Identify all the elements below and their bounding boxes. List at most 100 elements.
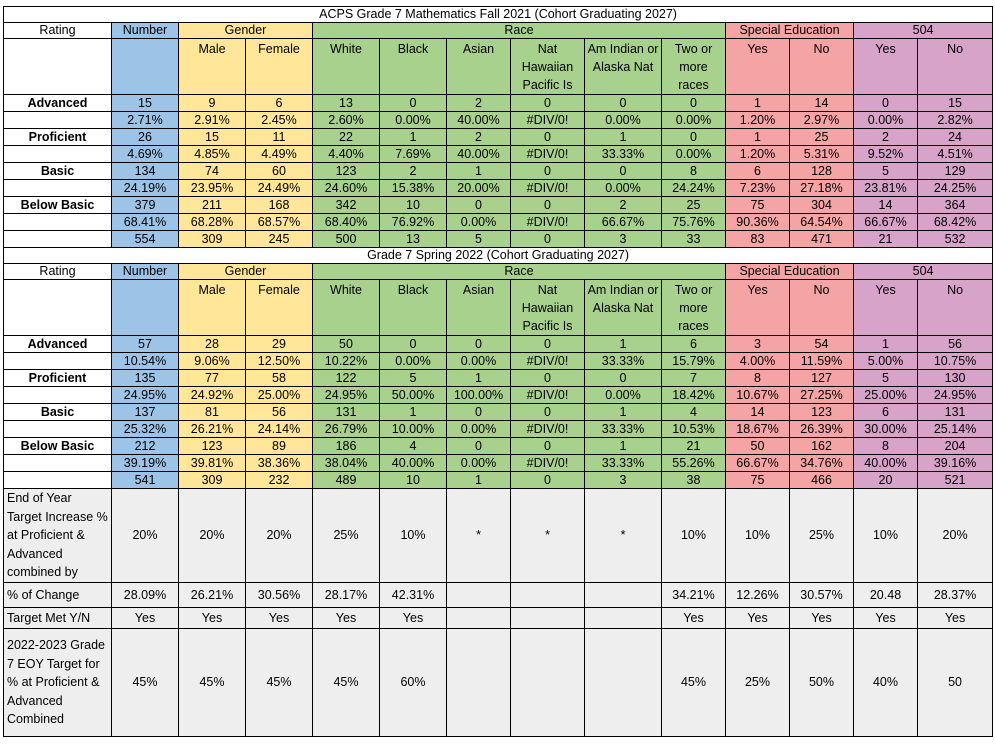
fall-cell-black: 0 — [379, 94, 447, 112]
spring-cell-male: 24.92% — [178, 386, 246, 404]
fall-cell-male: 2.91% — [178, 111, 246, 129]
summary-target_met-white: Yes — [312, 607, 380, 629]
fall-cell-sped-yes: 83 — [725, 230, 790, 248]
fall-col-header-two-or-more: Two or more races — [661, 38, 726, 95]
summary-next_target-s504-no: 50 — [916, 628, 994, 737]
spring-cell-nat-hawaiian: #DIV/0! — [510, 352, 585, 370]
spring-cell-black: 10 — [379, 471, 447, 489]
fall-cell-male: 4.85% — [178, 145, 246, 163]
spring-row-label — [3, 454, 112, 472]
spring-cell-two-or-more: 10.53% — [661, 420, 726, 438]
summary-target_met-sped-no: Yes — [789, 607, 854, 629]
fall-cell-female: 6 — [245, 94, 313, 112]
summary-target_met-am-indian — [584, 607, 662, 629]
summary-target_met-sped-yes: Yes — [725, 607, 790, 629]
summary-target_increase-white: 25% — [312, 488, 380, 583]
spring-cell-number: 135 — [111, 369, 179, 387]
fall-cell-am-indian: 66.67% — [584, 213, 662, 231]
spring-cell-number: 212 — [111, 437, 179, 455]
spring-cell-sped-no: 26.39% — [789, 420, 854, 438]
fall-cell-sped-no: 128 — [789, 162, 854, 180]
fall-cell-nat-hawaiian: #DIV/0! — [510, 145, 585, 163]
spring-cell-asian: 1 — [446, 471, 511, 489]
spring-cell-am-indian: 1 — [584, 437, 662, 455]
spring-rating-header: Rating — [3, 263, 112, 280]
fall-cell-black: 2 — [379, 162, 447, 180]
summary-next_target-black: 60% — [379, 628, 447, 737]
fall-cell-sped-yes: 1 — [725, 94, 790, 112]
summary-target_met-number: Yes — [111, 607, 179, 629]
summary-pct_change-sped-yes: 12.26% — [725, 582, 790, 608]
spring-cell-white: 26.79% — [312, 420, 380, 438]
spring-cell-s504-yes: 25.00% — [853, 386, 918, 404]
fall-cell-asian: 20.00% — [446, 179, 511, 197]
fall-sped-header: Special Education — [725, 22, 854, 39]
fall-cell-number: 24.19% — [111, 179, 179, 197]
fall-cell-black: 76.92% — [379, 213, 447, 231]
fall-cell-asian: 40.00% — [446, 111, 511, 129]
fall-cell-female: 2.45% — [245, 111, 313, 129]
spring-cell-sped-no: 11.59% — [789, 352, 854, 370]
fall-cell-two-or-more: 25 — [661, 196, 726, 214]
fall-cell-male: 211 — [178, 196, 246, 214]
fall-cell-white: 22 — [312, 128, 380, 146]
fall-cell-female: 24.49% — [245, 179, 313, 197]
fall-cell-two-or-more: 33 — [661, 230, 726, 248]
spring-cell-two-or-more: 7 — [661, 369, 726, 387]
fall-row-label: Proficient — [3, 128, 112, 146]
summary-target_increase-male: 20% — [178, 488, 246, 583]
fall-cell-sped-no: 2.97% — [789, 111, 854, 129]
spring-cell-am-indian: 1 — [584, 335, 662, 353]
spring-cell-female: 56 — [245, 403, 313, 421]
spring-col-header-s504-yes: Yes — [853, 279, 918, 336]
fall-cell-s504-yes: 66.67% — [853, 213, 918, 231]
spring-cell-am-indian: 3 — [584, 471, 662, 489]
spring-cell-asian: 0 — [446, 335, 511, 353]
fall-cell-female: 68.57% — [245, 213, 313, 231]
fall-race-header: Race — [312, 22, 726, 39]
achievement-table: ACPS Grade 7 Mathematics Fall 2021 (Coho… — [2, 6, 994, 737]
spring-cell-male: 39.81% — [178, 454, 246, 472]
spring-cell-s504-no: 204 — [916, 437, 994, 455]
fall-cell-female: 245 — [245, 230, 313, 248]
spring-cell-asian: 100.00% — [446, 386, 511, 404]
fall-row-label — [3, 145, 112, 163]
fall-gender-header: Gender — [178, 22, 313, 39]
summary-next_target-female: 45% — [245, 628, 313, 737]
summary-target_met-female: Yes — [245, 607, 313, 629]
fall-cell-number: 379 — [111, 196, 179, 214]
fall-cell-male: 68.28% — [178, 213, 246, 231]
summary-pct_change-sped-no: 30.57% — [789, 582, 854, 608]
fall-cell-sped-no: 25 — [789, 128, 854, 146]
summary-next_target-number: 45% — [111, 628, 179, 737]
spring-cell-am-indian: 0 — [584, 369, 662, 387]
spring-cell-nat-hawaiian: #DIV/0! — [510, 420, 585, 438]
summary-pct_change-asian — [446, 582, 511, 608]
fall-cell-black: 7.69% — [379, 145, 447, 163]
spring-row-label: Proficient — [3, 369, 112, 387]
spring-cell-white: 122 — [312, 369, 380, 387]
spring-cell-s504-yes: 6 — [853, 403, 918, 421]
summary-target_met-male: Yes — [178, 607, 246, 629]
spring-cell-s504-no: 130 — [916, 369, 994, 387]
spring-cell-am-indian: 33.33% — [584, 454, 662, 472]
spring-cell-two-or-more: 18.42% — [661, 386, 726, 404]
fall-cell-male: 15 — [178, 128, 246, 146]
fall-row-label — [3, 213, 112, 231]
summary-next_target-white: 45% — [312, 628, 380, 737]
summary-target_met-label: Target Met Y/N — [3, 607, 112, 629]
summary-next_target-male: 45% — [178, 628, 246, 737]
fall-cell-asian: 2 — [446, 128, 511, 146]
summary-next_target-s504-yes: 40% — [853, 628, 918, 737]
spring-cell-sped-yes: 3 — [725, 335, 790, 353]
spring-number-col-header — [111, 279, 179, 336]
fall-row-label: Below Basic — [3, 196, 112, 214]
spring-col-header-white: White — [312, 279, 380, 336]
spring-cell-sped-no: 127 — [789, 369, 854, 387]
spring-cell-number: 25.32% — [111, 420, 179, 438]
fall-cell-s504-no: 2.82% — [916, 111, 994, 129]
summary-target_met-s504-yes: Yes — [853, 607, 918, 629]
spring-cell-sped-yes: 66.67% — [725, 454, 790, 472]
fall-cell-white: 24.60% — [312, 179, 380, 197]
fall-504-header: 504 — [852, 22, 994, 39]
